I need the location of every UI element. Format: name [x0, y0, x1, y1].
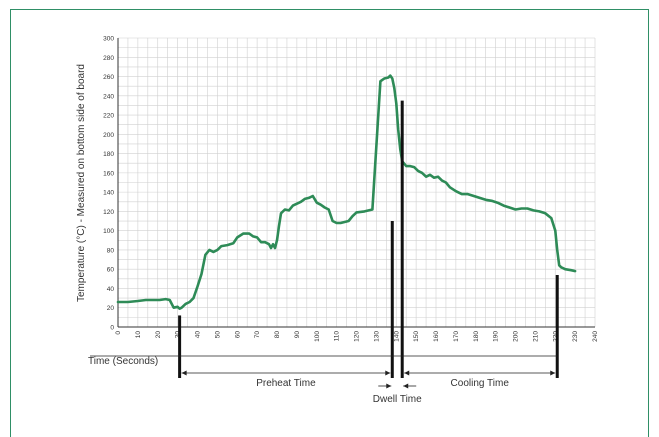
x-tick-label: 210: [532, 331, 539, 342]
x-tick-label: 60: [234, 331, 241, 339]
cooling-arrow-head-right: [550, 370, 556, 376]
phase-markers: [178, 100, 559, 378]
x-axis-label: Time (Seconds): [88, 356, 158, 367]
dwell-arrow-right-head: [403, 383, 409, 389]
y-tick-label: 260: [103, 74, 114, 81]
y-tick-label: 100: [103, 228, 114, 235]
preheat-label: Preheat Time: [256, 378, 316, 389]
y-tick-label: 140: [103, 190, 114, 197]
x-tick-label: 170: [453, 331, 460, 342]
x-tick-label: 90: [294, 331, 301, 339]
dwell-arrow-left-head: [386, 383, 392, 389]
y-tick-label: 300: [103, 36, 114, 43]
x-tick-label: 20: [155, 331, 162, 339]
y-tick-label: 240: [103, 93, 114, 100]
y-tick-label: 120: [103, 209, 114, 216]
x-tick-label: 200: [513, 331, 520, 342]
y-axis-label: Temperature (°C) - Measured on bottom si…: [76, 64, 87, 302]
chart-grid: [117, 37, 596, 328]
cooling-label: Cooling Time: [451, 378, 510, 389]
y-tick-label: 20: [107, 305, 115, 312]
y-tick-label: 40: [107, 286, 115, 293]
series-group: [116, 74, 577, 311]
x-tick-label: 70: [254, 331, 261, 339]
x-tick-label: 40: [195, 331, 202, 339]
y-tick-label: 220: [103, 113, 114, 120]
y-tick-labels: 0 20 40 60 80 100 120 140 160 180 200 220 240 260 280 3…: [103, 36, 114, 332]
x-tick-label: 140: [393, 331, 400, 342]
dwell-label: Dwell Time: [373, 394, 422, 405]
preheat-arrow-head-right: [385, 370, 391, 376]
x-tick-labels: 0102030405060708090100110120130140150160…: [115, 331, 599, 342]
y-tick-label: 180: [103, 151, 114, 158]
x-tick-label: 160: [433, 331, 440, 342]
temperature-line: [116, 74, 577, 311]
phase-annotations: Preheat Time Cooling Time Dwell Time: [90, 355, 558, 405]
x-tick-label: 110: [334, 331, 341, 342]
x-tick-label: 120: [354, 331, 361, 342]
x-tick-label: 150: [413, 331, 420, 342]
x-tick-label: 180: [473, 331, 480, 342]
chart-frame: [10, 9, 649, 437]
y-tick-label: 60: [107, 267, 115, 274]
y-tick-label: 160: [103, 170, 114, 177]
y-tick-label: 280: [103, 55, 114, 62]
cooling-arrow-head-left: [404, 370, 410, 376]
preheat-arrow-head-left: [181, 370, 187, 376]
x-tick-label: 10: [135, 331, 142, 339]
x-tick-label: 80: [274, 331, 281, 339]
y-tick-label: 80: [107, 247, 115, 254]
x-tick-label: 230: [572, 331, 579, 342]
y-tick-label: 200: [103, 132, 114, 139]
x-tick-label: 50: [214, 331, 221, 339]
x-tick-label: 130: [373, 331, 380, 342]
y-tick-label: 0: [110, 325, 114, 332]
chart-axes: [117, 38, 595, 328]
x-tick-label: 190: [493, 331, 500, 342]
x-tick-label: 100: [314, 331, 321, 342]
x-tick-label: 240: [592, 331, 599, 342]
x-tick-label: 0: [115, 331, 122, 335]
